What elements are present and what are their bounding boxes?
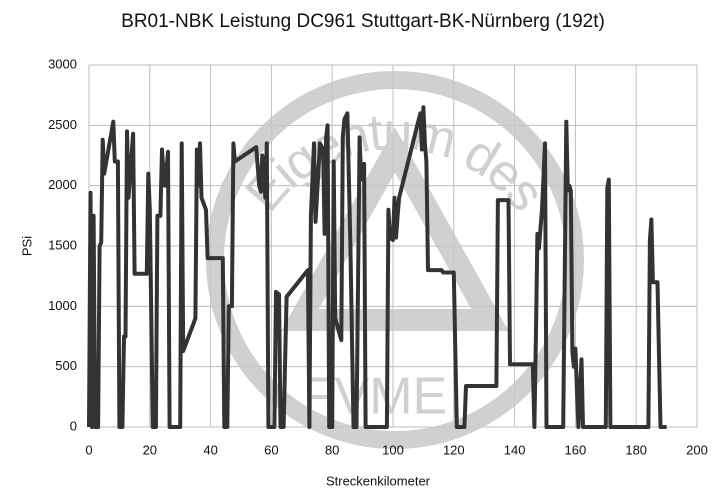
x-axis-title: Streckenkilometer [326,473,431,488]
y-axis-title: PSi [19,236,34,256]
x-tick-label: 80 [325,442,339,457]
x-tick-label: 140 [504,442,526,457]
y-tick-label: 2500 [48,117,77,132]
x-tick-label: 40 [203,442,217,457]
y-tick-label: 0 [70,418,77,433]
x-tick-label: 200 [686,442,708,457]
y-tick-label: 1500 [48,237,77,252]
watermark-logo [281,127,509,331]
x-tick-label: 180 [625,442,647,457]
y-tick-label: 500 [55,358,77,373]
x-tick-label: 20 [143,442,157,457]
x-tick-label: 0 [85,442,92,457]
x-tick-label: 100 [382,442,404,457]
x-tick-label: 160 [565,442,587,457]
x-tick-label: 60 [264,442,278,457]
chart-title: BR01-NBK Leistung DC961 Stuttgart-BK-Nür… [121,11,605,32]
y-tick-label: 1000 [48,298,77,313]
data-line [87,105,667,429]
y-tick-label: 2000 [48,177,77,192]
x-tick-label: 120 [443,442,465,457]
watermark-bottom: FVME [303,368,447,426]
y-tick-label: 3000 [48,56,77,71]
